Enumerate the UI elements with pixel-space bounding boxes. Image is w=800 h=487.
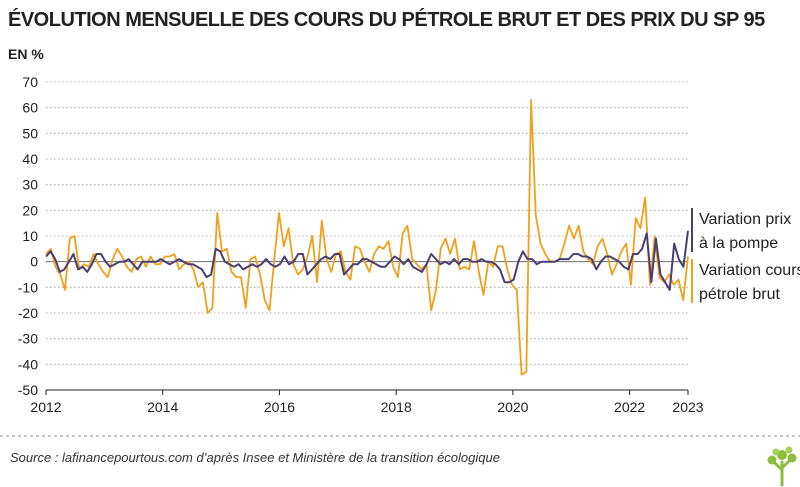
logo-leaf-right (787, 453, 797, 463)
y-tick-label: -10 (18, 279, 38, 295)
logo-leaf-top (777, 450, 787, 460)
legend-label: pétrole brut (699, 286, 780, 303)
logo-leaf-left (767, 455, 777, 465)
gridlines (46, 81, 688, 365)
y-tick-label: -50 (18, 382, 38, 398)
x-axis-ticks: 2012 2014 2016 2018 2020 2022 2023 (30, 390, 704, 415)
y-tick-label: 40 (22, 151, 38, 167)
tree-logo (764, 442, 800, 487)
x-tick-label: 2014 (147, 399, 178, 415)
x-tick-label: 2012 (30, 399, 61, 415)
logo-leaf-upper-left (772, 448, 780, 456)
x-tick-label: 2016 (264, 399, 295, 415)
x-tick-label: 2022 (614, 399, 645, 415)
y-tick-label: -20 (18, 305, 38, 321)
y-tick-label: 60 (22, 100, 38, 116)
legend-label: Variation cours (699, 262, 800, 279)
series-line-crude-oil (45, 99, 689, 376)
y-tick-label: 70 (22, 74, 38, 90)
y-axis-ticks: 70 60 50 40 30 20 10 0 -10 -20 -30 -40 -50 (18, 74, 38, 398)
series-lines (45, 99, 689, 376)
x-tick-label: 2018 (381, 399, 412, 415)
legend-label: à la pompe (699, 235, 778, 252)
y-tick-label: 30 (22, 177, 38, 193)
y-tick-label: 0 (30, 254, 38, 270)
x-tick-label: 2023 (672, 399, 703, 415)
y-tick-label: -30 (18, 331, 38, 347)
y-axis-unit-label: EN % (8, 46, 44, 62)
legend-label: Variation prix (699, 211, 791, 228)
y-tick-label: -40 (18, 356, 38, 372)
legend: Variation prix à la pompe Variation cours p… (691, 208, 800, 303)
x-tick-label: 2020 (497, 399, 528, 415)
series-line-pump-price (45, 230, 689, 291)
y-tick-label: 50 (22, 125, 38, 141)
y-tick-label: 10 (22, 228, 38, 244)
logo-trunk (772, 458, 792, 487)
logo-leaf-upper-right (785, 446, 793, 454)
chart-title: ÉVOLUTION MENSUELLE DES COURS DU PÉTROLE… (8, 8, 765, 31)
source-note: Source : lafinancepourtous.com d’après I… (10, 450, 500, 465)
y-tick-label: 20 (22, 202, 38, 218)
